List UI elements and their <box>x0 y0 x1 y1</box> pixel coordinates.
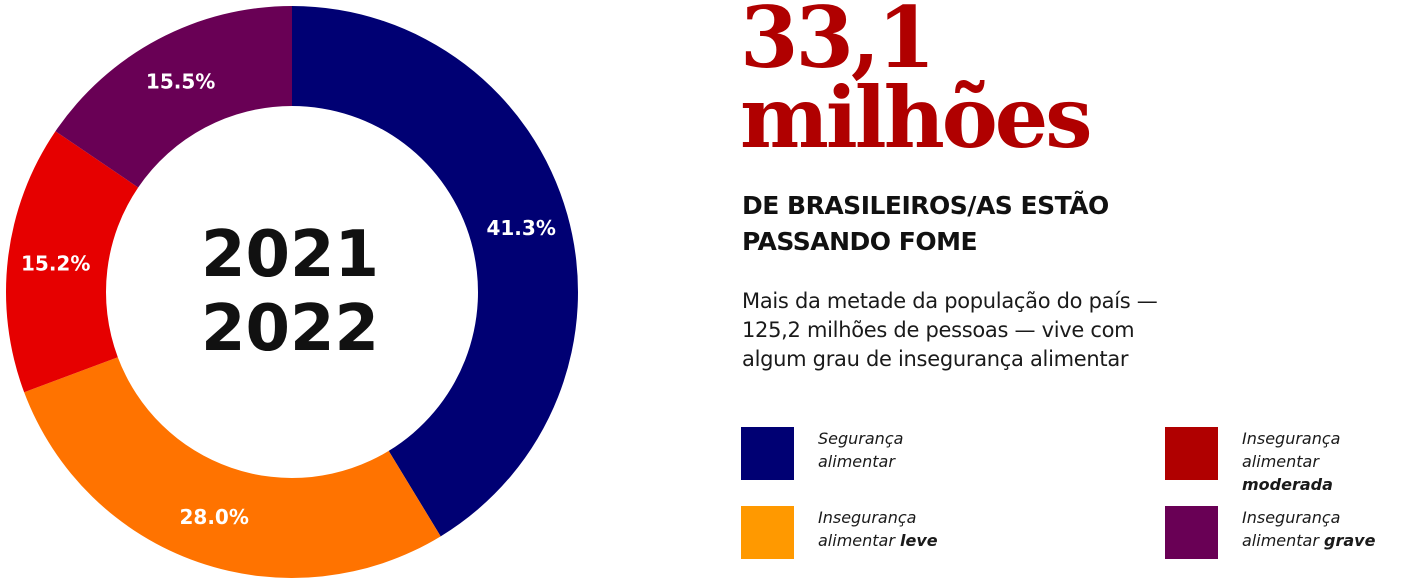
legend-label: Segurança alimentar <box>818 429 904 471</box>
subhead-line-1: DE BRASILEIROS/AS ESTÃO <box>742 191 1109 220</box>
center-year-1: 2021 <box>201 218 379 292</box>
slice-moderada <box>6 131 139 393</box>
legend-label: Insegurança alimentar moderada <box>1242 429 1341 494</box>
slice-label: 15.5% <box>146 70 215 94</box>
legend-label: Insegurança alimentar grave <box>1242 508 1376 550</box>
slice-leve <box>24 357 441 578</box>
headline-number: 33,1 <box>740 0 936 87</box>
headline-unit: milhões <box>740 68 1093 167</box>
slice-label: 28.0% <box>180 505 249 529</box>
donut-slice-labels: 41.3% 28.0% 15.2% 15.5% <box>21 70 556 529</box>
description-line-1: Mais da metade da população do país — <box>742 289 1158 313</box>
description-line-2: 125,2 milhões de pessoas — vive com <box>742 318 1135 342</box>
donut-slices <box>6 6 578 578</box>
description: Mais da metade da população do país — 12… <box>742 287 1212 374</box>
description-line-3: algum grau de insegurança alimentar <box>742 347 1129 371</box>
legend-swatch <box>741 427 794 480</box>
slice-seguranca <box>292 6 578 537</box>
legend-swatch <box>741 506 794 559</box>
subheadline: DE BRASILEIROS/AS ESTÃO PASSANDO FOME <box>742 188 1202 260</box>
headline: 33,1 milhões <box>740 0 1093 167</box>
legend-swatch <box>1165 506 1218 559</box>
slice-label: 41.3% <box>486 216 555 240</box>
donut-chart: 41.3% 28.0% 15.2% 15.5% 2021 2022 <box>6 6 578 578</box>
center-year-2: 2022 <box>201 292 379 366</box>
legend-label: Insegurança alimentar leve <box>818 508 938 550</box>
slice-label: 15.2% <box>21 252 90 276</box>
subhead-line-2: PASSANDO FOME <box>742 227 978 256</box>
slice-grave <box>55 6 292 188</box>
legend-swatch <box>1165 427 1218 480</box>
